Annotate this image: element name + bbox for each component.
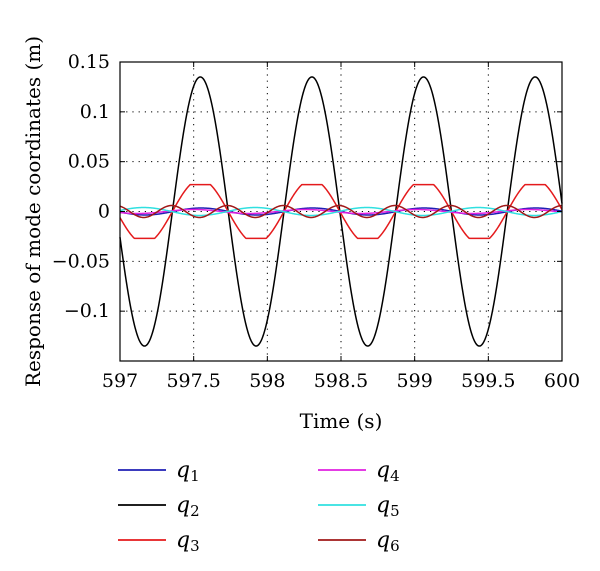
legend-label-q2: q2 <box>176 493 200 520</box>
y-tick-label: −0.1 <box>64 300 110 322</box>
legend-label-q5: q5 <box>376 493 400 520</box>
x-axis-label: Time (s) <box>300 409 383 433</box>
series-line-q4 <box>119 208 563 215</box>
x-tick-label: 599 <box>397 370 433 392</box>
x-tick-label: 599.5 <box>461 370 515 392</box>
legend-label-q6: q6 <box>376 528 400 555</box>
x-tick-label: 597 <box>102 370 138 392</box>
y-tick-label: −0.05 <box>52 250 110 272</box>
x-tick-label: 597.5 <box>166 370 220 392</box>
x-tick-label: 600 <box>544 370 580 392</box>
series-lines <box>119 76 563 347</box>
y-axis-label: Response of mode coordinates (m) <box>21 36 45 387</box>
legend: q1 q2 q3 q4 q5 q6 <box>118 458 400 555</box>
legend-label-q3: q3 <box>176 528 200 555</box>
series-line-q6 <box>119 204 563 219</box>
series-line-q5 <box>119 206 563 217</box>
y-tick-label: 0.1 <box>80 101 110 123</box>
legend-label-q1: q1 <box>176 458 200 485</box>
series-line-q3 <box>119 183 563 240</box>
y-tick-label: 0 <box>98 201 110 223</box>
axis-ticks: 597 597.5 598 598.5 599 599.5 600 −0.1 −0.05 0 0.0… <box>52 51 580 392</box>
series-line-q2 <box>119 76 563 347</box>
legend-label-q4: q4 <box>376 458 400 485</box>
x-tick-label: 598.5 <box>314 370 368 392</box>
y-tick-label: 0.15 <box>68 51 110 73</box>
y-tick-label: 0.05 <box>68 151 110 173</box>
x-tick-label: 598 <box>249 370 285 392</box>
